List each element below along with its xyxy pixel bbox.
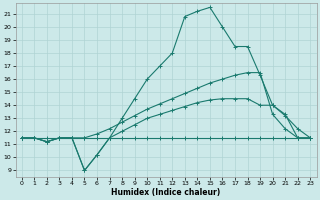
X-axis label: Humidex (Indice chaleur): Humidex (Indice chaleur): [111, 188, 221, 197]
